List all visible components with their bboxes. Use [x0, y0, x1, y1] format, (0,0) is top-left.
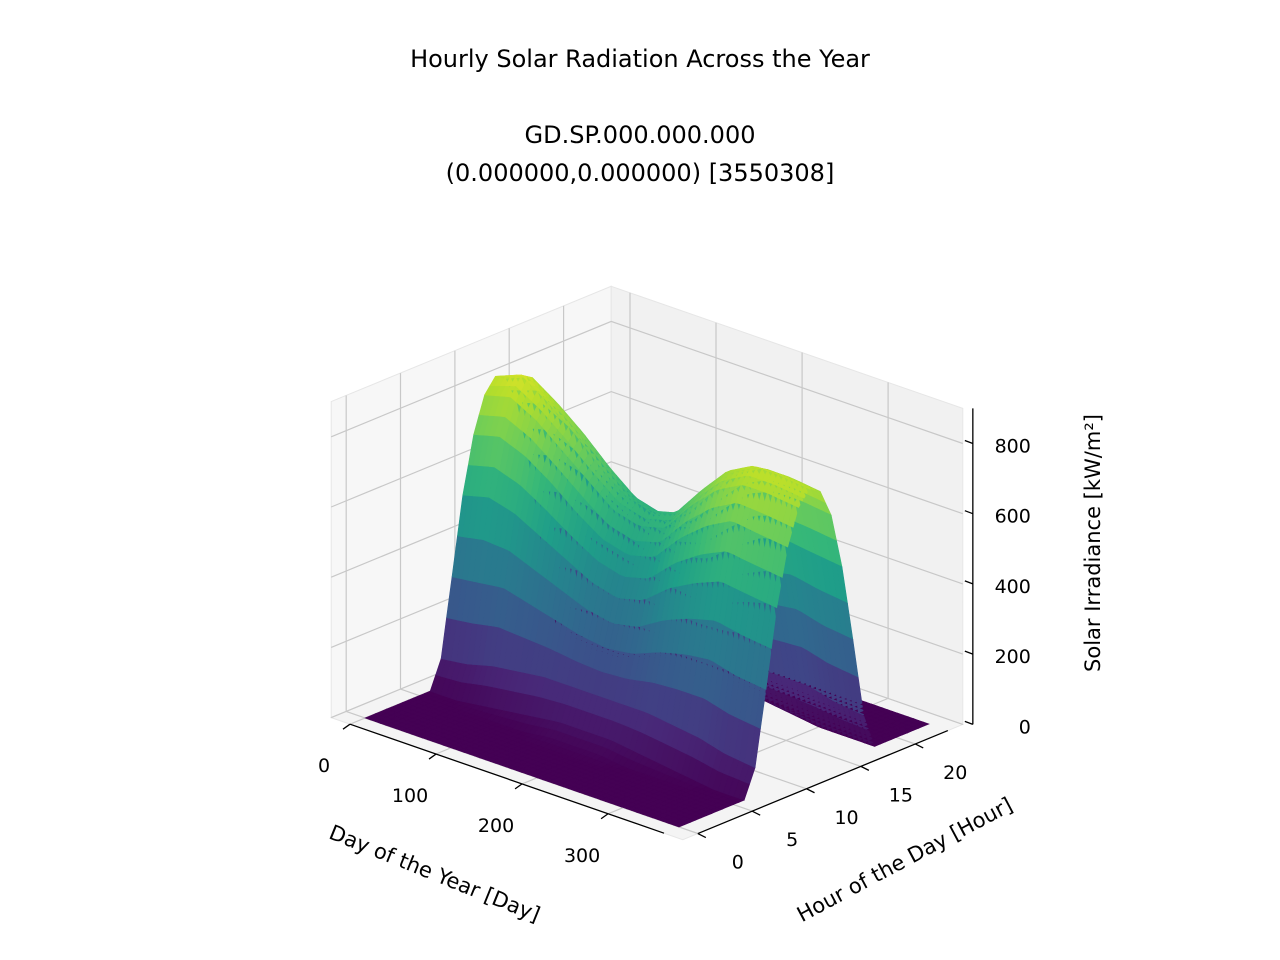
z-tick-label: 0	[1019, 716, 1031, 738]
grid-line-z	[330, 320, 963, 445]
z-axis-label: Solar Irradiance [kW/m²]	[1081, 414, 1105, 672]
x-tick-label: 200	[478, 815, 514, 837]
y-tick-label: 10	[834, 807, 858, 829]
x-tick-label: 300	[564, 845, 600, 867]
y-tick	[751, 810, 761, 816]
y-tick	[914, 743, 924, 749]
y-tick-label: 20	[943, 762, 967, 784]
y-tick	[860, 765, 870, 771]
x-tick-label: 0	[318, 755, 330, 777]
tick-marks	[342, 439, 974, 839]
y-axis-label: Hour of the Day [Hour]	[793, 793, 1017, 927]
chart-subtitle-line1: GD.SP.000.000.000	[525, 121, 756, 149]
y-tick	[697, 832, 707, 839]
z-tick-label: 600	[995, 506, 1031, 528]
surface-cell	[917, 721, 930, 727]
z-tick-label: 200	[995, 646, 1031, 668]
grid-line-z	[330, 390, 963, 515]
x-tick	[342, 723, 351, 730]
z-tick-label: 400	[995, 576, 1031, 598]
z-tick	[964, 580, 974, 585]
chart-subtitle-line2: (0.000000,0.000000) [3550308]	[446, 159, 835, 187]
x-axis-line	[349, 723, 665, 834]
axis-lines	[349, 408, 974, 835]
surface-mesh	[364, 374, 930, 828]
grid-line-z	[330, 461, 963, 585]
chart-title: Hourly Solar Radiation Across the Year	[410, 45, 870, 73]
z-tick	[964, 650, 974, 655]
y-tick-label: 15	[889, 784, 913, 806]
y-axis-line	[697, 729, 949, 835]
z-tick	[964, 510, 974, 515]
y-tick	[806, 788, 815, 794]
z-tick	[964, 720, 974, 725]
y-tick-label: 0	[732, 852, 744, 874]
x-tick	[600, 813, 609, 820]
x-tick	[514, 783, 523, 790]
z-tick	[964, 439, 974, 445]
z-tick-label: 800	[995, 435, 1031, 457]
x-tick-label: 100	[392, 785, 428, 807]
x-tick	[428, 753, 437, 760]
y-tick-label: 5	[786, 829, 798, 851]
